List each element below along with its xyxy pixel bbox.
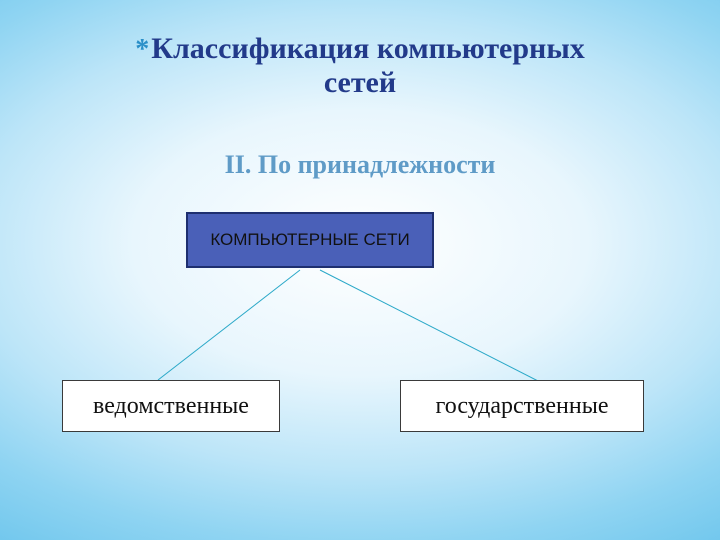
slide-subtitle: II. По принадлежности: [0, 150, 720, 180]
title-line1: Классификация компьютерных: [151, 32, 585, 65]
title-line2: сетей: [324, 66, 396, 99]
root-node: КОМПЬЮТЕРНЫЕ СЕТИ: [186, 212, 434, 268]
title-asterisk: *: [135, 34, 149, 65]
leaf-node-0: ведомственные: [62, 380, 280, 432]
root-node-label: КОМПЬЮТЕРНЫЕ СЕТИ: [210, 230, 409, 250]
leaf-node-1-label: государственные: [436, 393, 609, 420]
edge-left: [158, 270, 300, 380]
leaf-node-1: государственные: [400, 380, 644, 432]
edge-right: [320, 270, 540, 382]
slide-content: *Классификация компьютерных сетей II. По…: [0, 0, 720, 540]
leaf-node-0-label: ведомственные: [93, 393, 249, 420]
slide-title: *Классификация компьютерных сетей: [0, 32, 720, 100]
